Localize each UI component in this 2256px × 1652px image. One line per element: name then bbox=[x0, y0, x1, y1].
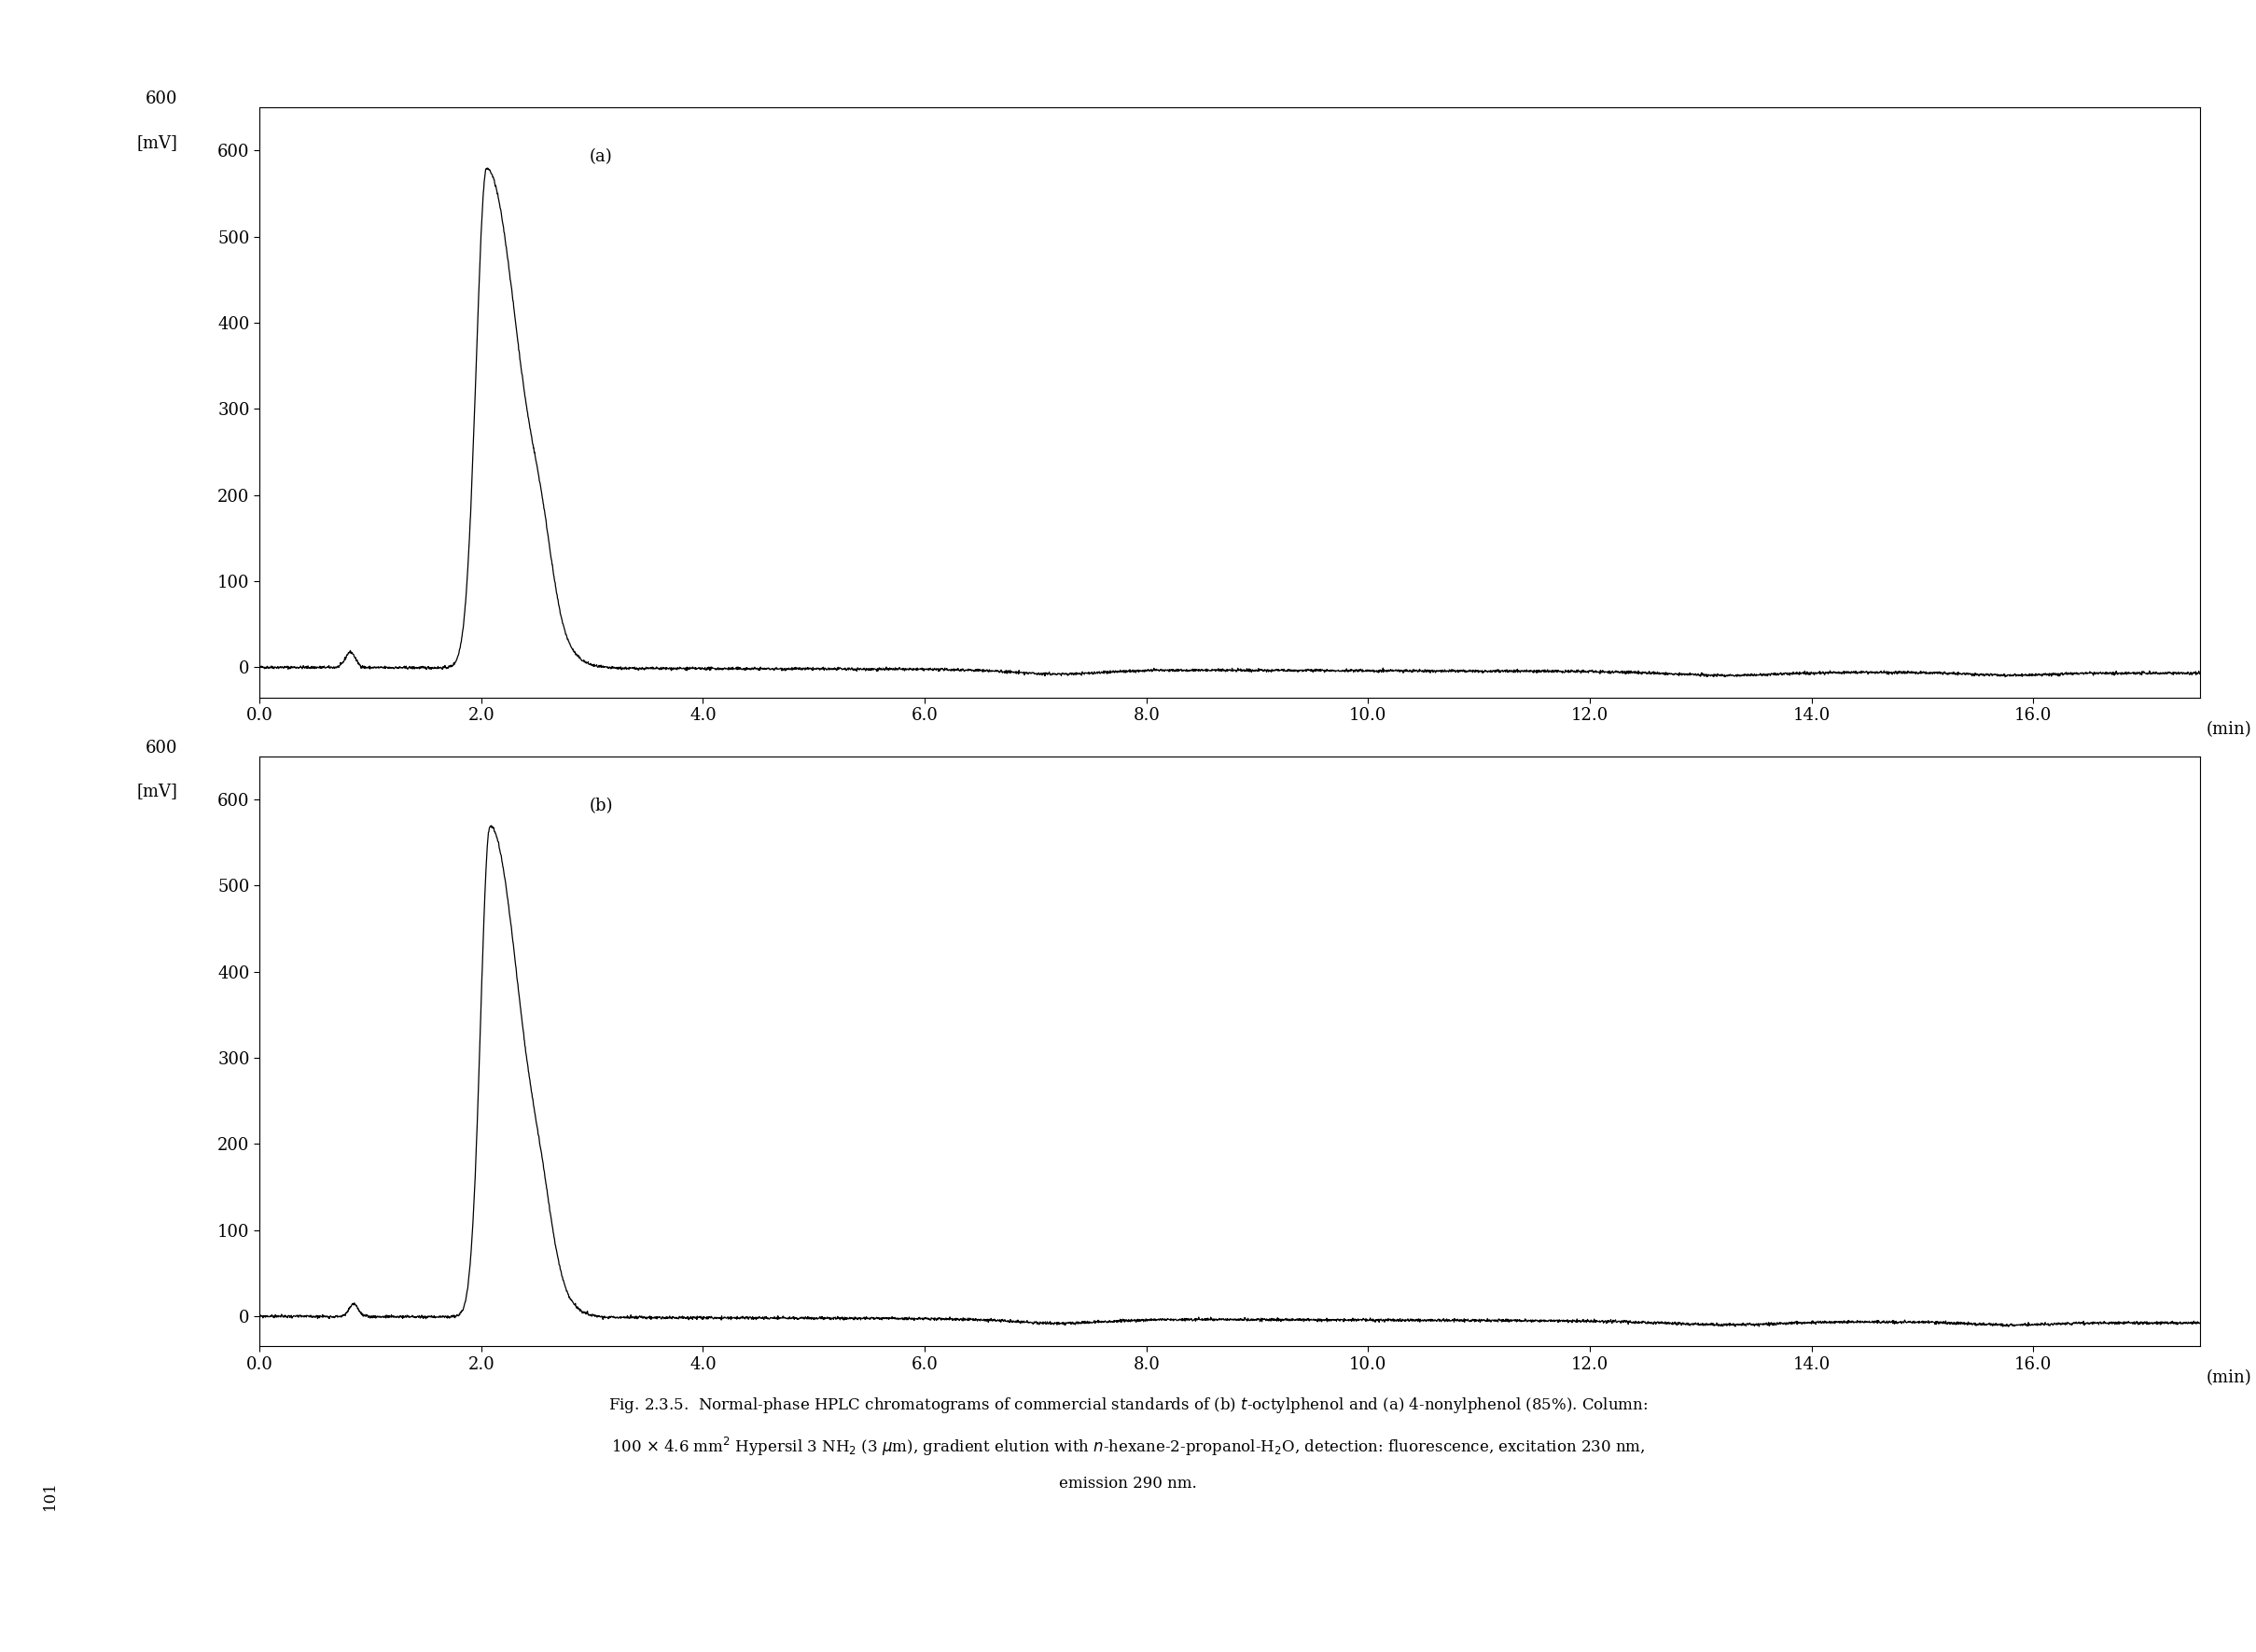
Text: (min): (min) bbox=[2206, 720, 2251, 737]
Text: Fig. 2.3.5.  Normal-phase HPLC chromatograms of commercial standards of (b) $\ma: Fig. 2.3.5. Normal-phase HPLC chromatogr… bbox=[609, 1396, 1647, 1416]
Text: [mV]: [mV] bbox=[138, 783, 178, 800]
Text: [mV]: [mV] bbox=[138, 134, 178, 150]
Text: 600: 600 bbox=[147, 740, 178, 757]
Text: 101: 101 bbox=[41, 1480, 59, 1510]
Text: emission 290 nm.: emission 290 nm. bbox=[1058, 1475, 1198, 1492]
Text: 600: 600 bbox=[147, 91, 178, 107]
Text: (min): (min) bbox=[2206, 1370, 2251, 1386]
Text: 100 $\times$ 4.6 mm$^{2}$ Hypersil 3 NH$_{2}$ (3 $\mu$m), gradient elution with : 100 $\times$ 4.6 mm$^{2}$ Hypersil 3 NH$… bbox=[611, 1436, 1645, 1459]
Text: (a): (a) bbox=[589, 149, 611, 165]
Text: (b): (b) bbox=[589, 798, 614, 814]
